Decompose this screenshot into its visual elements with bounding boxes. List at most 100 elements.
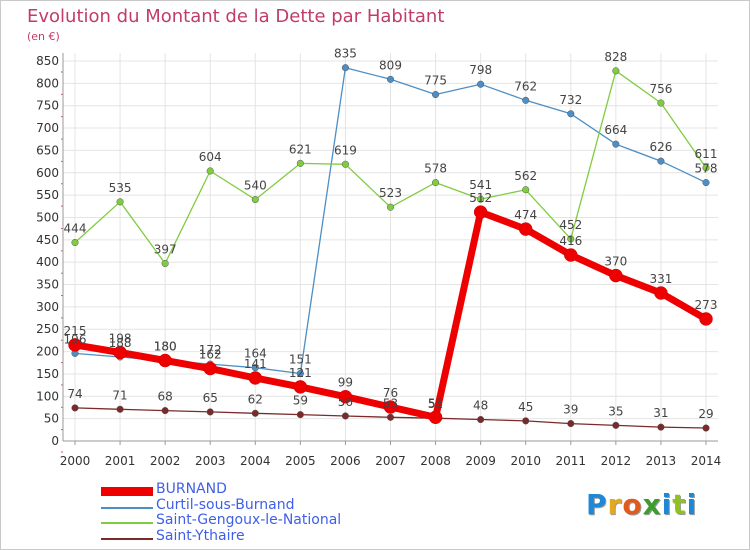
y-tick-label: 150 [36, 367, 59, 381]
data-label: 756 [649, 82, 672, 96]
legend-label: Saint-Gengoux-le-National [156, 512, 342, 528]
data-point [432, 179, 440, 187]
data-point [161, 259, 169, 268]
data-point [432, 90, 440, 99]
data-label: 141 [244, 357, 267, 371]
x-tick-label: 2007 [375, 454, 406, 468]
data-label: 162 [199, 348, 222, 362]
logo-letter: t [672, 488, 687, 521]
logo-letter: x [642, 488, 662, 521]
data-label: 188 [109, 336, 132, 350]
data-label: 196 [64, 332, 87, 346]
data-point [206, 408, 214, 416]
data-label: 151 [289, 352, 312, 366]
data-label: 71 [112, 388, 127, 402]
data-label: 172 [199, 343, 222, 357]
data-label: 578 [695, 162, 718, 176]
data-label: 775 [424, 74, 447, 88]
data-label: 121 [289, 366, 312, 380]
data-point [203, 361, 217, 376]
data-point [68, 338, 82, 352]
x-tick-label: 2008 [420, 454, 451, 468]
data-point [702, 164, 710, 172]
data-label: 273 [695, 298, 718, 312]
data-point [341, 160, 349, 168]
data-point [522, 186, 530, 194]
legend-swatch [101, 538, 153, 540]
data-label: 604 [199, 150, 222, 164]
data-label: 76 [383, 386, 398, 400]
logo-letter: i [661, 488, 673, 521]
data-label: 370 [604, 255, 627, 269]
data-label: 59 [293, 394, 308, 408]
x-tick-label: 2010 [510, 454, 541, 468]
data-point [428, 410, 443, 425]
data-point [522, 417, 530, 425]
y-tick-label: 650 [36, 143, 59, 157]
data-label: 444 [64, 222, 87, 236]
data-label: 562 [514, 169, 537, 183]
y-tick-label: 500 [36, 210, 59, 224]
data-label: 828 [604, 50, 627, 64]
data-point [383, 400, 398, 414]
x-tick-label: 2014 [691, 454, 722, 468]
chart-subtitle: (en €) [27, 30, 60, 43]
data-point [116, 198, 124, 206]
data-label: 798 [469, 63, 492, 77]
data-label: 29 [698, 407, 713, 421]
data-point [612, 140, 620, 148]
data-point [338, 389, 353, 404]
data-label: 31 [653, 406, 668, 420]
data-point [477, 80, 485, 88]
legend-label: Curtil-sous-Burnand [156, 497, 295, 513]
x-tick-label: 2000 [60, 454, 91, 468]
legend-swatch [101, 522, 153, 524]
data-label: 35 [608, 404, 623, 418]
data-point [296, 411, 304, 419]
data-label: 397 [154, 243, 177, 257]
x-tick-label: 2011 [556, 454, 587, 468]
x-tick-label: 2002 [150, 454, 181, 468]
y-tick-label: 100 [36, 389, 59, 403]
data-point [702, 179, 710, 187]
legend-label: Saint-Ythaire [156, 528, 245, 544]
data-label: 452 [559, 218, 582, 232]
legend-swatch [101, 487, 153, 496]
data-point [386, 203, 395, 211]
x-tick-label: 2005 [285, 454, 316, 468]
data-point [161, 407, 169, 415]
data-point [251, 196, 259, 204]
data-label: 512 [469, 191, 492, 205]
legend-swatch [101, 507, 153, 509]
data-label: 65 [203, 391, 218, 405]
y-tick-label: 700 [36, 121, 59, 135]
data-point [702, 424, 710, 432]
data-label: 664 [604, 123, 627, 137]
data-point [567, 110, 575, 118]
data-point [522, 96, 530, 104]
data-label: 535 [109, 181, 132, 195]
data-label: 53 [428, 396, 443, 410]
y-tick-label: 550 [36, 188, 59, 202]
data-point [116, 405, 124, 413]
data-label: 51 [428, 397, 443, 411]
data-label: 56 [338, 395, 353, 409]
data-point [477, 195, 485, 203]
data-point [564, 248, 578, 262]
data-label: 180 [154, 340, 177, 354]
data-label: 835 [334, 47, 357, 61]
data-point [654, 286, 668, 300]
data-point [612, 67, 620, 75]
data-point [473, 205, 488, 219]
y-tick-label: 200 [36, 345, 59, 359]
x-tick-label: 2004 [240, 454, 271, 468]
x-tick-label: 2006 [330, 454, 361, 468]
x-tick-label: 2003 [195, 454, 226, 468]
data-point [386, 413, 395, 421]
data-label: 39 [563, 403, 578, 417]
data-point [248, 371, 263, 385]
data-label: 68 [158, 390, 173, 404]
logo-letter: r [607, 488, 623, 521]
